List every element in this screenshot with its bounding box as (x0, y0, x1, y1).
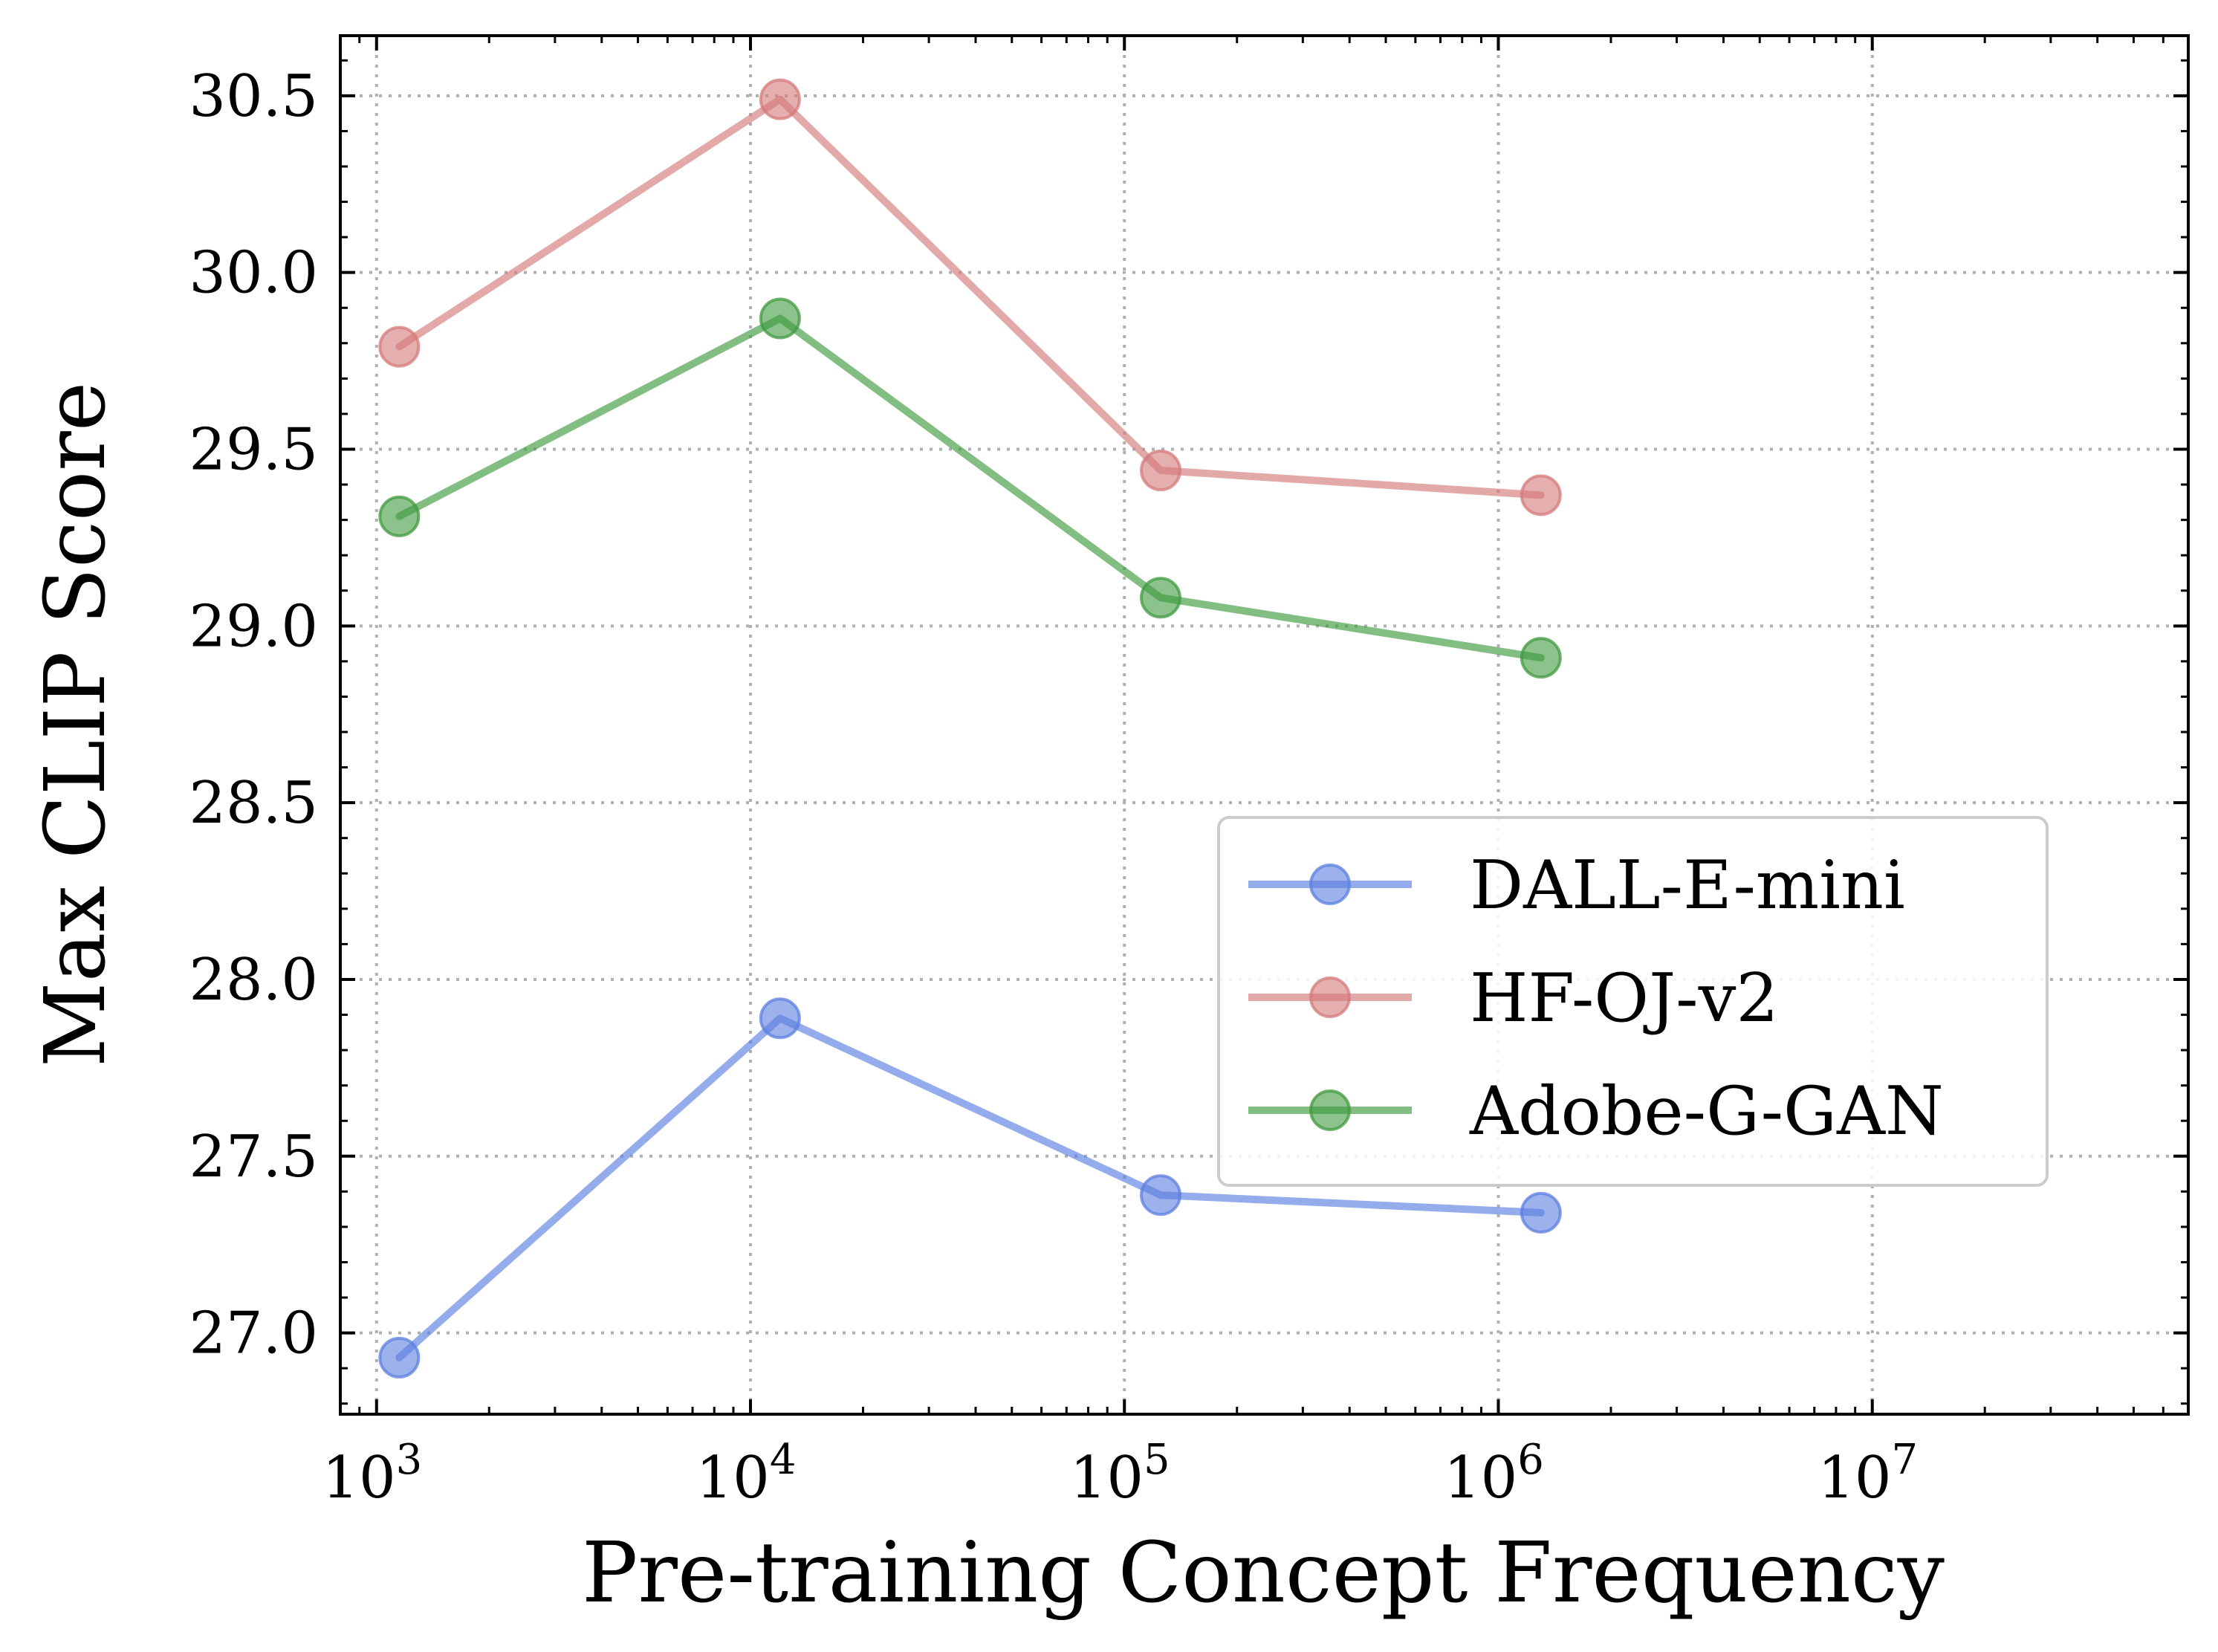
data-point (759, 997, 801, 1040)
legend: DALL-E-mini HF-OJ-v2 Adobe-G-GAN (1217, 816, 2049, 1187)
x-tick-label: 104 (696, 1436, 797, 1512)
data-point (759, 78, 801, 120)
data-point (1520, 637, 1562, 679)
legend-item: DALL-E-mini (1248, 846, 1905, 924)
plot-frame (339, 34, 2190, 1416)
x-tick-label: 103 (322, 1436, 422, 1512)
series-dall-e-mini (378, 997, 1562, 1379)
legend-label: HF-OJ-v2 (1470, 959, 1779, 1037)
legend-marker (1309, 864, 1351, 905)
data-point (1140, 450, 1182, 492)
legend-label: DALL-E-mini (1470, 846, 1905, 924)
series-line (395, 1014, 1545, 1361)
legend-frame (1217, 816, 2049, 1187)
legend-marker (1309, 1089, 1351, 1131)
data-point (1140, 1174, 1182, 1217)
legend-marker (1309, 976, 1351, 1018)
axis-ticks (339, 36, 2190, 1414)
y-tick-label: 30.0 (189, 240, 318, 307)
data-point (378, 325, 421, 368)
data-point (378, 1336, 421, 1379)
y-tick-label: 28.0 (189, 947, 318, 1014)
series-line (395, 95, 1545, 499)
legend-item: Adobe-G-GAN (1248, 1072, 1944, 1150)
data-point (1520, 1191, 1562, 1234)
legend-item: HF-OJ-v2 (1248, 959, 1779, 1037)
data-point (759, 297, 801, 340)
legend-label: Adobe-G-GAN (1469, 1072, 1944, 1150)
y-tick-label: 29.0 (189, 593, 318, 660)
tick-labels: 27.0 27.5 28.0 28.5 29.0 29.5 30.0 30.5 103 104 10… (189, 63, 1918, 1512)
y-tick-label: 30.5 (189, 63, 318, 130)
y-tick-label: 27.5 (189, 1124, 318, 1191)
x-tick-label: 105 (1070, 1436, 1170, 1512)
y-tick-label: 29.5 (189, 417, 318, 484)
data-point (378, 495, 421, 537)
y-tick-label: 27.0 (189, 1300, 318, 1367)
grid-lines (340, 36, 2188, 1414)
data-point (1520, 474, 1562, 516)
series-layer (378, 78, 1562, 1379)
x-tick-label: 107 (1817, 1436, 1918, 1512)
x-tick-label: 106 (1444, 1436, 1544, 1512)
x-axis-title: Pre-training Concept Frequency (582, 1525, 1945, 1622)
series-line (395, 314, 1545, 662)
data-point (1140, 577, 1182, 619)
series-hf-oj-v2 (378, 78, 1562, 516)
y-tick-label: 28.5 (189, 770, 318, 837)
y-axis-title: Max CLIP Score (27, 382, 124, 1067)
series-adobe-g-gan (378, 297, 1562, 679)
